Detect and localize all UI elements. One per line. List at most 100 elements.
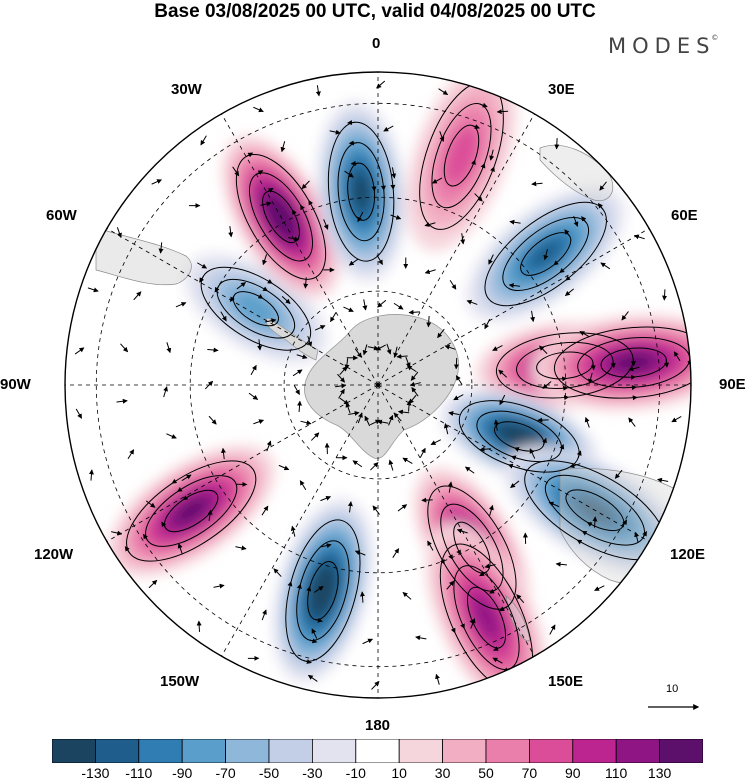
streamline-loop	[427, 485, 517, 610]
wind-vector	[529, 448, 536, 459]
wind-vector	[447, 481, 453, 493]
wind-vector	[250, 364, 257, 375]
wind-vector	[391, 167, 397, 179]
wind-vector	[311, 628, 318, 639]
wind-vector	[280, 141, 286, 153]
wind-vector	[74, 347, 85, 355]
wind-vector	[260, 201, 272, 207]
wind-vector	[362, 344, 368, 356]
wind-vector	[393, 303, 404, 310]
colorbar-box	[442, 739, 487, 763]
colorbar-label: 130	[647, 765, 672, 781]
wind-vector	[657, 477, 669, 483]
wind-vector	[464, 466, 475, 474]
wind-vector	[348, 410, 360, 416]
streamline-arrow	[576, 450, 582, 459]
wind-vector	[509, 219, 521, 225]
wind-vector	[292, 369, 303, 377]
wind-vector	[453, 357, 459, 370]
colorbar-label: -70	[215, 765, 236, 781]
streamline-arrow	[487, 81, 496, 87]
colorbar-label: -110	[125, 765, 153, 781]
wind-vector	[330, 312, 337, 323]
wind-vector	[261, 609, 267, 621]
lon-label-90w: 90W	[0, 376, 31, 393]
wind-vector	[354, 348, 362, 358]
wind-vector	[262, 254, 267, 266]
wind-vector	[455, 375, 463, 385]
wind-vector	[402, 457, 413, 464]
wind-vector	[235, 545, 247, 551]
colorbar-label: 110	[605, 765, 628, 781]
wind-vector	[197, 262, 208, 269]
lon-label-30e: 30E	[548, 81, 575, 98]
wind-vector	[207, 347, 219, 353]
wind-vector	[470, 617, 476, 629]
streamline-loop	[553, 326, 691, 401]
wind-vector	[564, 288, 574, 297]
brand-text: MODES	[608, 34, 716, 58]
wind-vector	[253, 419, 265, 425]
colorbar-box	[181, 739, 226, 763]
wind-vector	[516, 594, 525, 603]
wind-vector	[265, 318, 277, 324]
wind-vector	[430, 439, 441, 445]
colorbar-label: 50	[478, 765, 494, 781]
lon-label-60e: 60E	[671, 207, 698, 224]
colorbar-label: -130	[81, 765, 110, 781]
wind-vector	[489, 149, 495, 161]
wind-vector	[443, 423, 449, 435]
wind-vector	[111, 530, 123, 536]
wind-vector	[297, 400, 303, 413]
wind-vector	[329, 129, 341, 135]
wind-vector	[120, 343, 129, 353]
colorbar-box	[528, 739, 574, 763]
colorbar-box	[355, 739, 400, 763]
colorbar-label: -30	[302, 765, 323, 781]
streamline-loop	[495, 332, 634, 401]
streamline-arrow	[124, 546, 130, 554]
streamline-arrow	[564, 229, 570, 237]
streamline-arrow	[350, 160, 360, 166]
streamline-loop	[232, 291, 279, 327]
wind-vector	[314, 586, 324, 593]
latitude-circle	[283, 290, 473, 480]
streamline-arrow	[314, 617, 323, 623]
lon-label-120w: 120W	[34, 546, 74, 563]
wind-vector	[492, 345, 503, 351]
streamline-loop	[520, 232, 572, 276]
streamline-loop	[440, 503, 504, 592]
streamline-loop	[476, 410, 562, 463]
wind-vector	[466, 299, 478, 305]
wind-vector	[405, 356, 411, 368]
colorbar-box	[311, 739, 357, 763]
streamline-arrow	[512, 688, 521, 694]
wind-vector	[392, 548, 400, 558]
africa-tip	[539, 144, 614, 202]
streamline-loop	[443, 124, 480, 187]
wind-vector	[548, 501, 560, 507]
wind-vector	[493, 419, 499, 431]
wind-vector	[488, 504, 494, 516]
wind-vector	[296, 354, 308, 360]
antarctica-landmass	[304, 314, 460, 459]
wind-vector	[437, 328, 445, 339]
wind-vector	[273, 568, 282, 577]
wind-vector	[301, 180, 310, 190]
streamline-arrow	[559, 444, 565, 453]
wind-vector	[207, 509, 213, 521]
wind-vector	[496, 109, 509, 115]
wind-vector	[479, 446, 491, 452]
wind-vector	[396, 353, 408, 359]
wind-vector	[320, 543, 332, 549]
wind-vector	[448, 411, 460, 416]
wind-vector	[320, 495, 332, 501]
anomaly-9	[107, 445, 276, 577]
map-title: Base 03/08/2025 00 UTC, valid 04/08/2025…	[154, 1, 596, 22]
wind-vector	[431, 177, 443, 184]
colorbar-box	[485, 739, 530, 763]
wind-vector	[253, 106, 264, 113]
wind-vector	[397, 504, 408, 512]
wind-vector	[614, 469, 623, 479]
wind-vector	[181, 474, 192, 481]
